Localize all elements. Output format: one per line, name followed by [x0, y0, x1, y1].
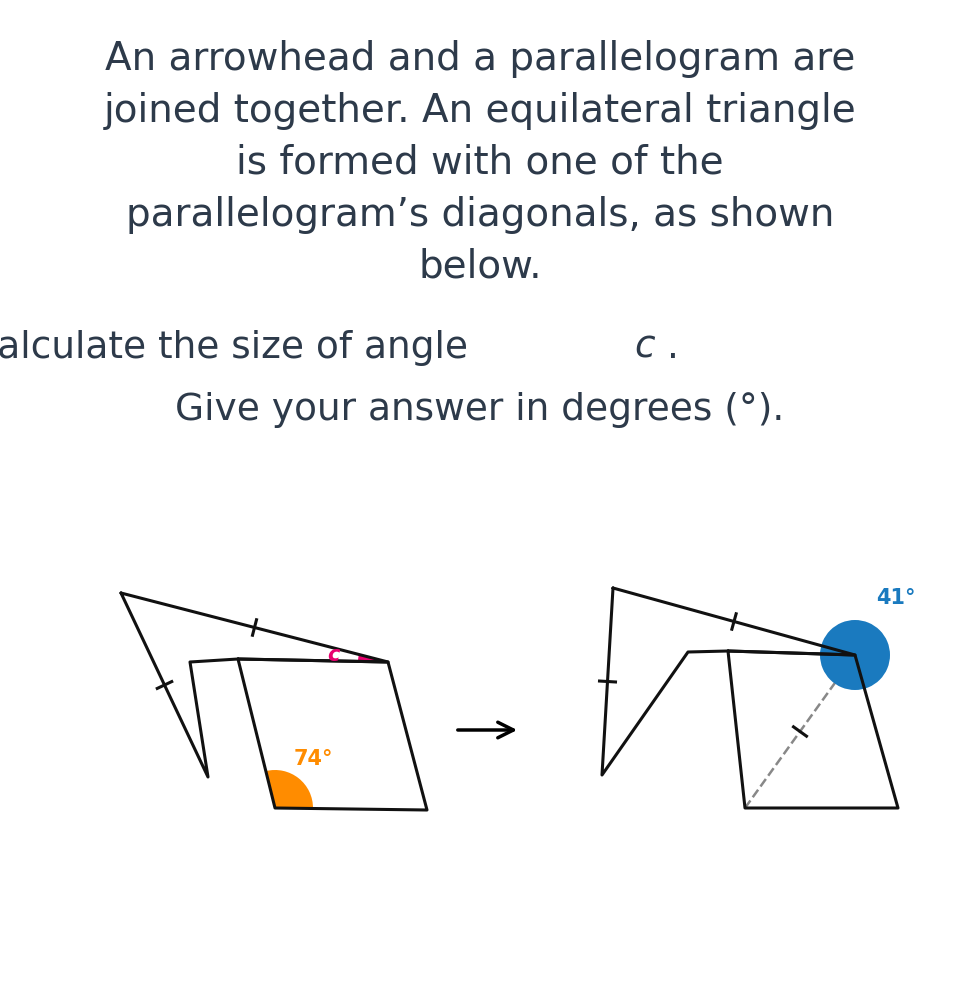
- Text: below.: below.: [418, 248, 542, 286]
- Text: c: c: [634, 330, 655, 366]
- Text: c: c: [328, 644, 339, 664]
- Text: An arrowhead and a parallelogram are: An arrowhead and a parallelogram are: [105, 40, 855, 78]
- Wedge shape: [266, 770, 313, 808]
- Wedge shape: [820, 620, 890, 690]
- Text: parallelogram’s diagonals, as shown: parallelogram’s diagonals, as shown: [126, 196, 834, 234]
- Text: 41°: 41°: [876, 588, 916, 608]
- Text: Give your answer in degrees (°).: Give your answer in degrees (°).: [175, 392, 784, 428]
- Text: is formed with one of the: is formed with one of the: [236, 144, 724, 182]
- Text: Calculate the size of angle: Calculate the size of angle: [0, 330, 480, 366]
- Text: joined together. An equilateral triangle: joined together. An equilateral triangle: [104, 92, 856, 130]
- Wedge shape: [358, 654, 388, 662]
- Text: .: .: [667, 330, 678, 366]
- Text: 74°: 74°: [294, 750, 333, 770]
